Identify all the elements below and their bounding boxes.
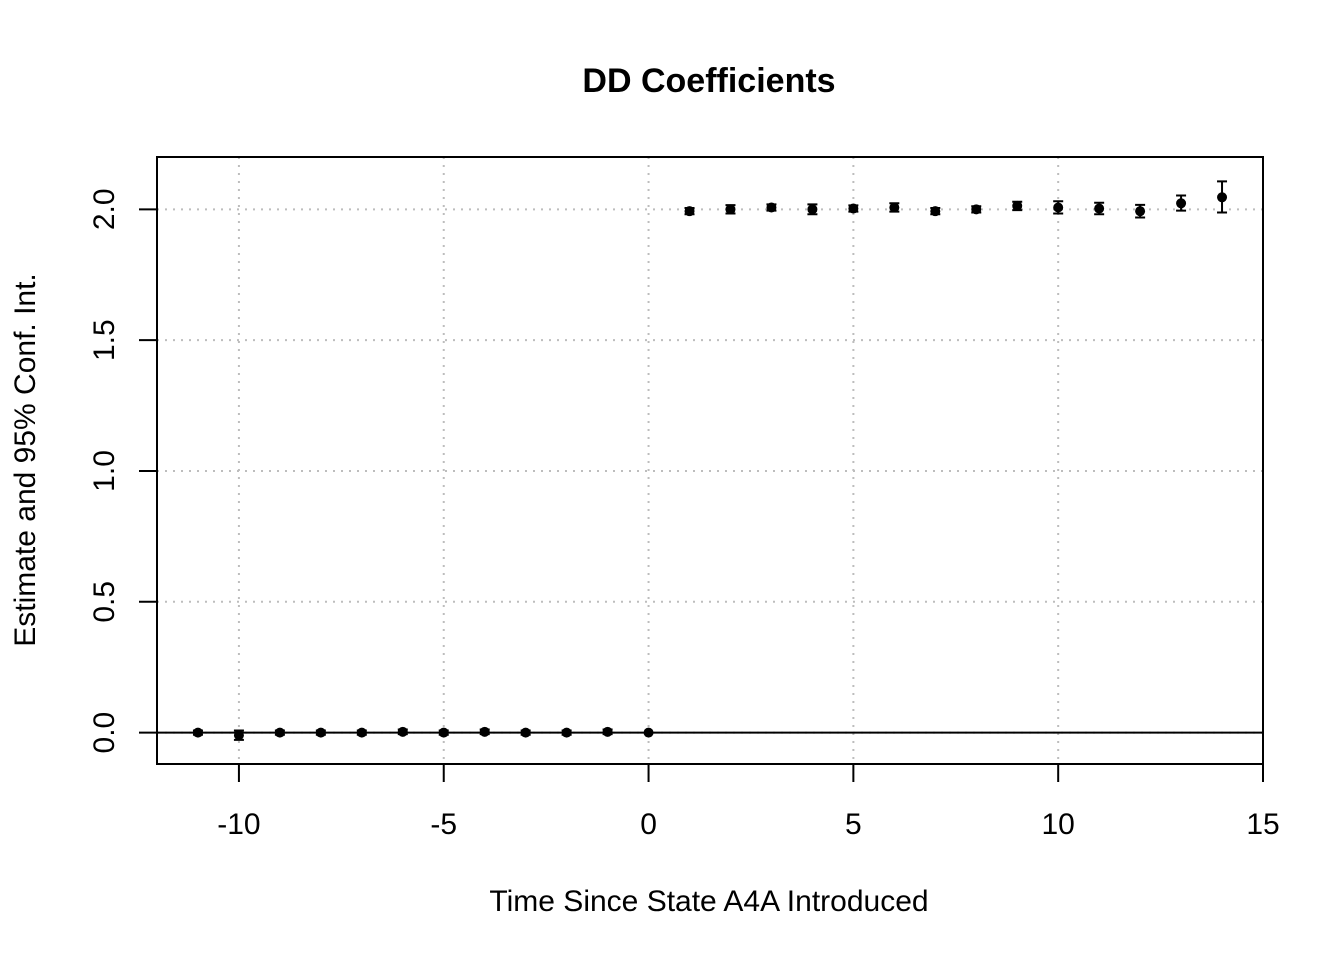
data-point [561, 727, 572, 738]
data-point [848, 203, 859, 214]
y-tick-label: 0.0 [88, 712, 121, 754]
data-point [1176, 198, 1187, 209]
x-tick-label: 15 [1246, 808, 1279, 841]
data-point [192, 727, 203, 738]
data-point [889, 202, 900, 213]
data-point [930, 206, 941, 217]
x-tick-label: 0 [640, 808, 657, 841]
data-point [766, 202, 777, 213]
chart-title: DD Coefficients [582, 62, 835, 100]
data-point [356, 727, 367, 738]
data-point [1053, 202, 1064, 213]
data-point [643, 727, 654, 738]
data-point [520, 727, 531, 738]
data-points [192, 180, 1228, 741]
data-point [971, 204, 982, 215]
data-point [602, 726, 613, 737]
data-point [1217, 192, 1228, 203]
data-point [807, 204, 818, 215]
data-point [397, 726, 408, 737]
data-point [1094, 203, 1105, 214]
plot-frame [156, 156, 1264, 765]
data-point [315, 727, 326, 738]
data-point [725, 204, 736, 215]
y-tick-label: 2.0 [88, 188, 121, 230]
data-point [274, 727, 285, 738]
data-point [684, 206, 695, 217]
x-tick-label: 10 [1041, 808, 1074, 841]
y-tick-label: 1.5 [88, 319, 121, 361]
x-tick-label: 5 [845, 808, 862, 841]
y-tick-label: 0.5 [88, 581, 121, 623]
data-point [233, 730, 244, 741]
y-axis-label: Estimate and 95% Conf. Int. [9, 273, 42, 647]
x-axis-label: Time Since State A4A Introduced [489, 885, 928, 918]
data-point [479, 726, 490, 737]
data-point [1135, 206, 1146, 217]
data-point [438, 727, 449, 738]
grid-lines [157, 157, 1263, 764]
x-axis: -10 -5 0 5 10 15 [217, 763, 1280, 841]
y-axis: 0.0 0.5 1.0 1.5 2.0 [88, 188, 157, 753]
data-point [1012, 200, 1023, 211]
x-tick-label: -5 [430, 808, 457, 841]
x-tick-label: -10 [217, 808, 260, 841]
y-tick-label: 1.0 [88, 450, 121, 492]
